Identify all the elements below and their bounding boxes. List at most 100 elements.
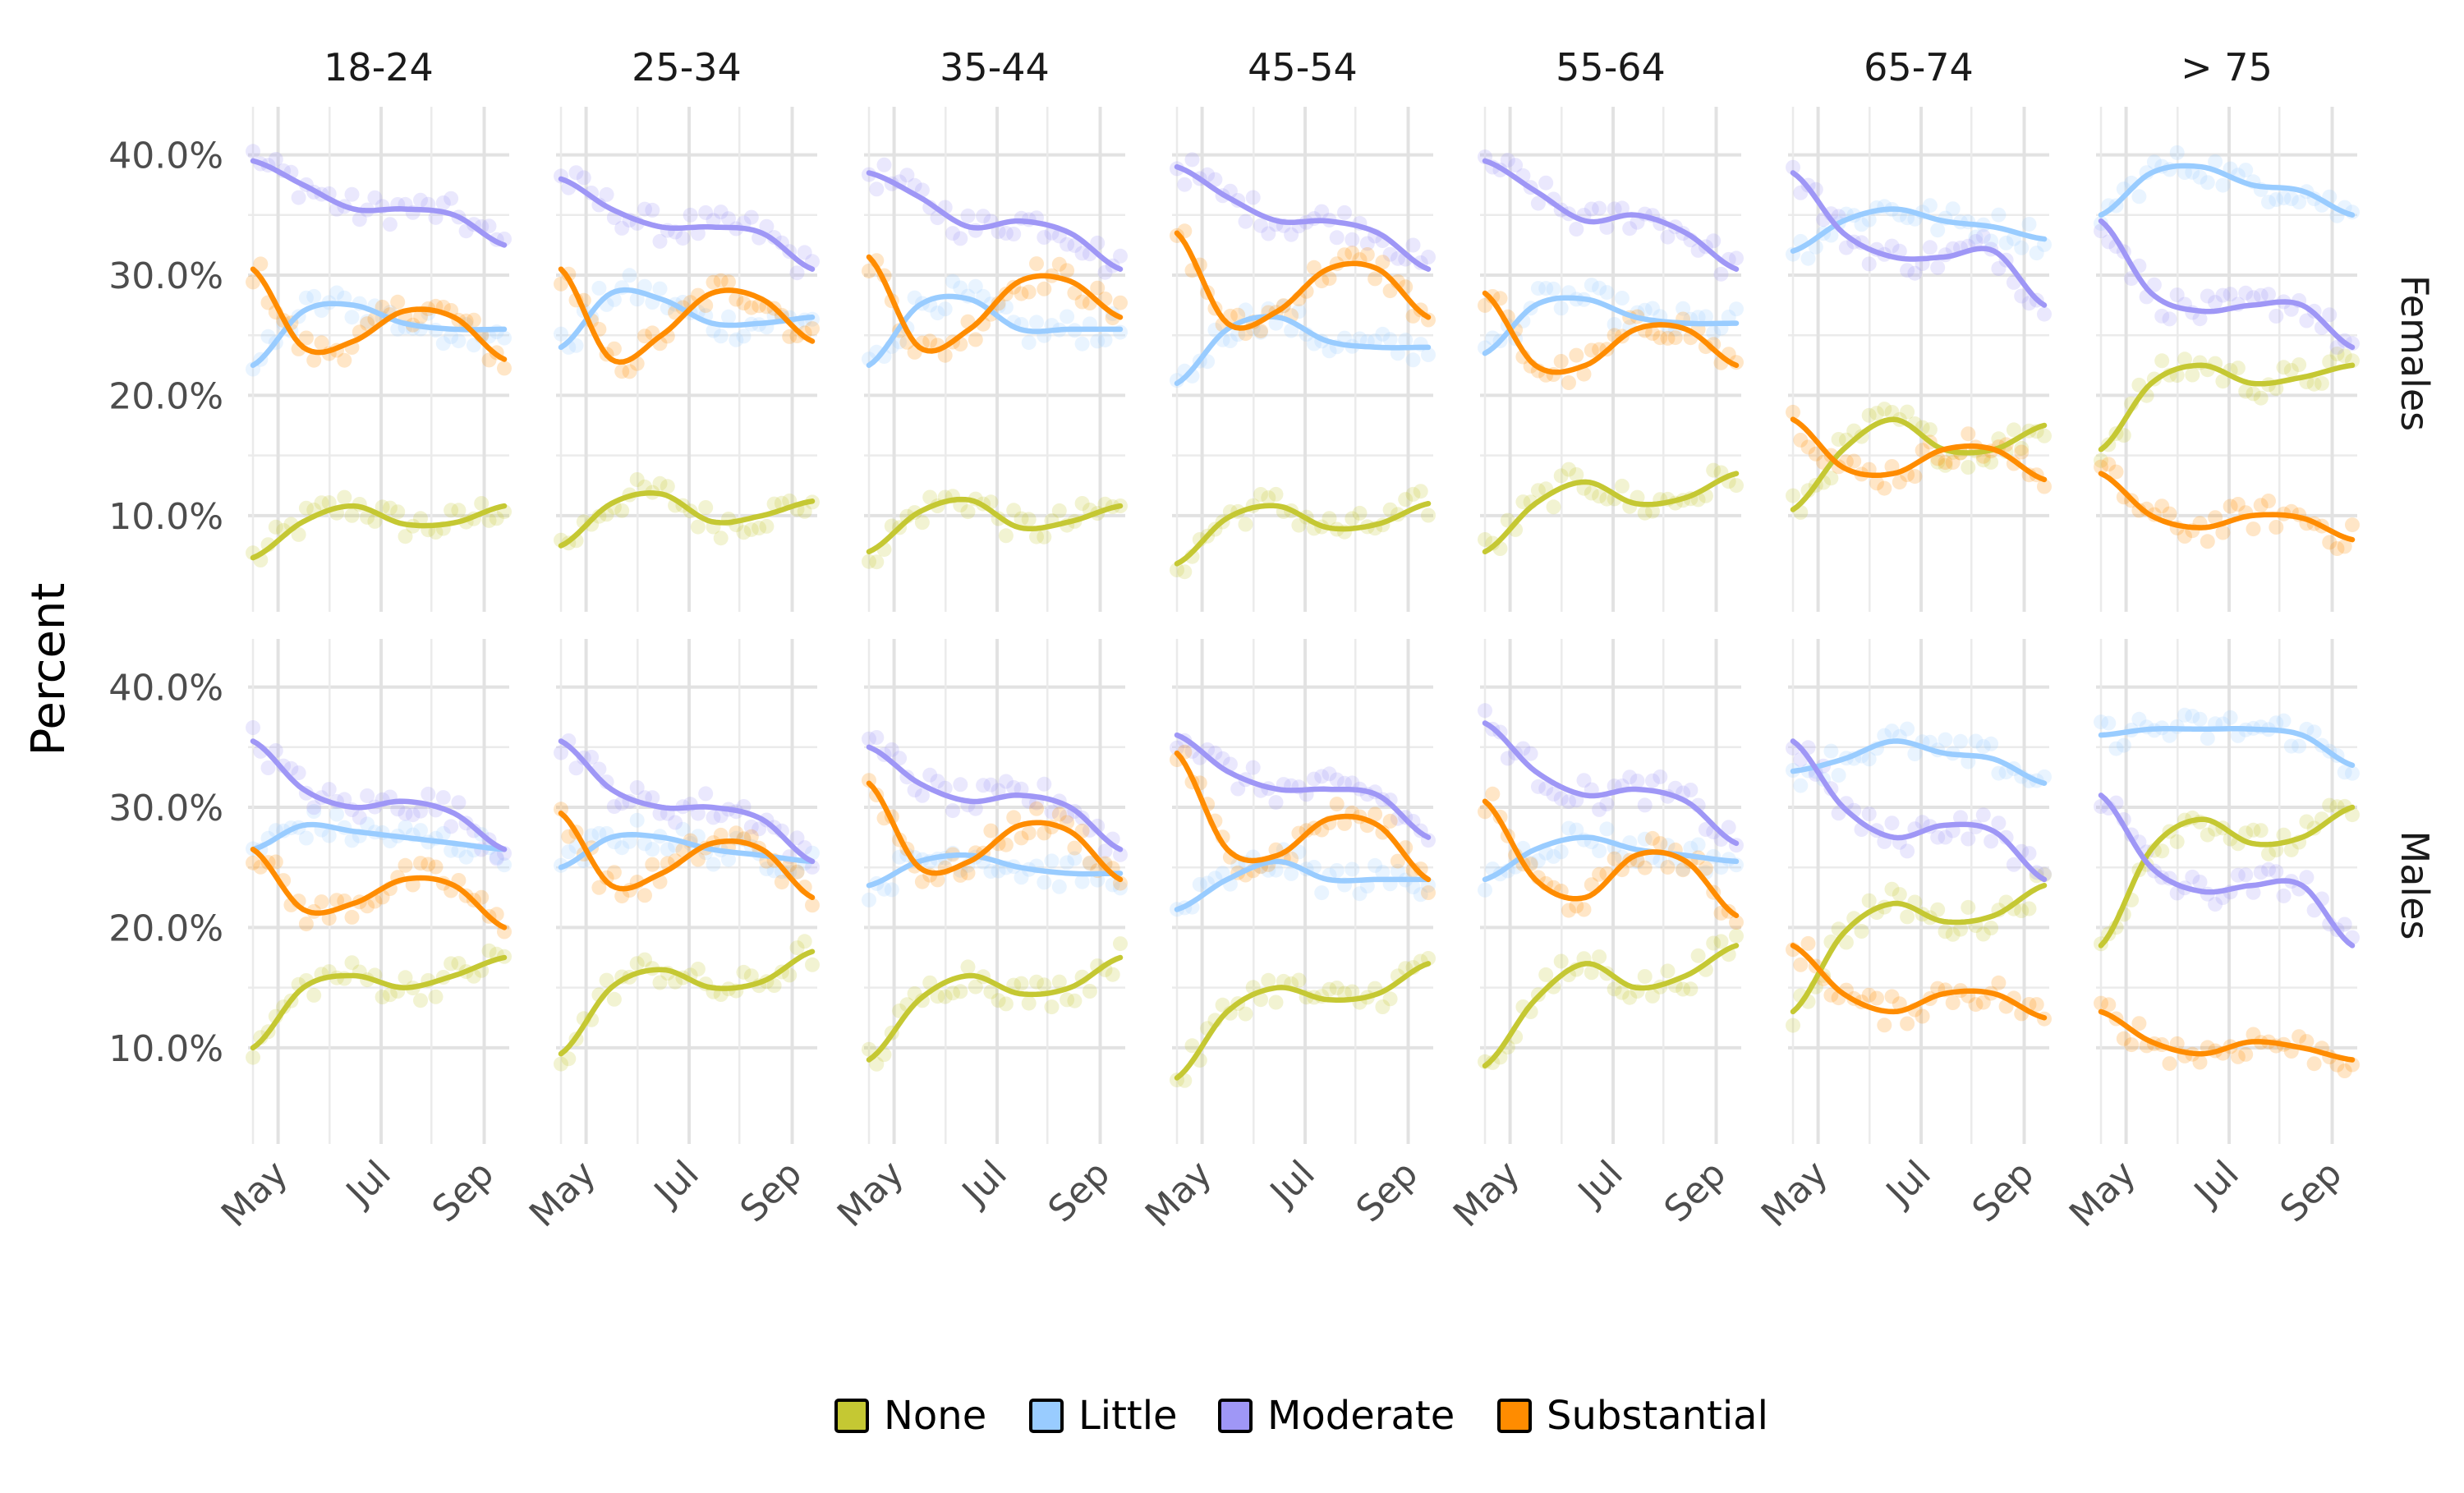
data-point-moderate <box>2261 861 2276 877</box>
data-point-substantial <box>1553 354 1569 369</box>
data-point-none <box>291 526 306 542</box>
data-point-none <box>298 500 314 516</box>
trend-line-little <box>866 293 1124 369</box>
data-point-substantial <box>1561 903 1576 918</box>
data-point-moderate <box>1786 159 1800 175</box>
trend-line-moderate <box>1790 170 2048 308</box>
data-point-little <box>1922 198 1938 214</box>
data-point-none <box>2006 422 2021 438</box>
data-point-little <box>1530 281 1546 296</box>
data-point-none <box>1838 935 1854 950</box>
data-point-little <box>1082 856 1097 871</box>
data-point-substantial <box>337 352 352 368</box>
data-point-little <box>1405 352 1421 368</box>
data-point-moderate <box>1838 240 1854 255</box>
data-point-moderate <box>1500 153 1515 168</box>
data-point-little <box>1291 844 1307 860</box>
data-point-little <box>1984 233 1999 249</box>
data-point-substantial <box>1584 342 1599 358</box>
data-point-none <box>960 959 976 975</box>
data-point-substantial <box>983 823 999 838</box>
data-point-little <box>2177 165 2192 180</box>
panel-females-2 <box>862 107 1128 612</box>
data-point-moderate <box>1975 807 1991 823</box>
data-point-none <box>2337 348 2352 364</box>
data-point-little <box>344 310 360 325</box>
data-point-little <box>1683 840 1699 856</box>
data-point-none <box>314 495 329 511</box>
data-point-none <box>398 529 413 544</box>
data-point-substantial <box>298 916 314 932</box>
data-point-little <box>1831 768 1846 783</box>
data-point-none <box>344 955 360 971</box>
data-point-moderate <box>344 186 360 202</box>
panel-males-3 <box>1170 639 1436 1144</box>
data-point-little <box>1637 302 1653 318</box>
data-point-none <box>444 956 459 972</box>
trend-line-little <box>1482 834 1740 883</box>
data-point-substantial <box>2337 539 2352 554</box>
data-point-little <box>435 825 451 841</box>
data-point-none <box>1592 489 1607 504</box>
data-point-little <box>1322 343 1337 359</box>
data-point-none <box>937 989 953 1004</box>
data-point-none <box>1405 486 1421 502</box>
data-point-substantial <box>1569 898 1584 914</box>
data-point-little <box>1861 212 1877 227</box>
data-point-little <box>2108 741 2124 756</box>
panel-females-4 <box>1478 107 1744 612</box>
data-point-substantial <box>1478 297 1492 313</box>
data-point-little <box>713 328 729 344</box>
data-point-little <box>1382 332 1398 347</box>
data-point-moderate <box>1630 774 1645 788</box>
data-point-moderate <box>1184 152 1200 168</box>
data-point-little <box>1800 250 1816 266</box>
data-point-substantial <box>1306 260 1322 275</box>
data-point-substantial <box>413 856 428 871</box>
data-point-substantial <box>2037 479 2052 494</box>
data-point-little <box>306 804 322 819</box>
data-point-none <box>1991 431 2007 447</box>
data-point-little <box>1044 853 1060 869</box>
data-point-substantial <box>497 361 512 376</box>
data-point-substantial <box>2014 444 2030 460</box>
data-point-moderate <box>451 795 467 811</box>
data-point-none <box>268 519 283 535</box>
data-point-substantial <box>329 893 344 908</box>
data-point-little <box>2292 195 2307 210</box>
data-point-little <box>1653 853 1668 868</box>
data-point-substantial <box>428 859 444 875</box>
data-point-none <box>1014 511 1029 526</box>
data-point-moderate <box>481 218 497 234</box>
data-point-moderate <box>1968 234 1984 249</box>
data-point-substantial <box>1368 806 1383 822</box>
trend-line-moderate <box>1174 163 1432 272</box>
data-point-little <box>706 857 721 872</box>
data-point-substantial <box>253 256 269 272</box>
data-point-substantial <box>1667 330 1683 346</box>
data-point-little <box>629 292 645 307</box>
data-point-substantial <box>1037 281 1052 296</box>
data-point-little <box>1968 733 1984 749</box>
data-point-moderate <box>1314 204 1330 219</box>
data-point-moderate <box>458 223 474 239</box>
data-point-none <box>375 499 390 515</box>
data-point-moderate <box>876 157 892 172</box>
data-point-moderate <box>2037 306 2052 322</box>
data-point-little <box>1793 778 1809 793</box>
data-point-moderate <box>1390 250 1405 266</box>
data-point-none <box>1337 985 1352 1001</box>
data-point-substantial <box>1907 469 1923 485</box>
data-point-moderate <box>2329 339 2345 355</box>
data-point-little <box>907 290 922 305</box>
data-point-substantial <box>2230 497 2246 512</box>
trend-line-little <box>1482 295 1740 356</box>
data-point-moderate <box>291 765 306 781</box>
data-point-moderate <box>1345 775 1360 791</box>
trend-line-substantial <box>1174 750 1432 883</box>
data-point-little <box>390 321 406 337</box>
data-point-little <box>1113 880 1128 896</box>
data-point-none <box>1029 974 1044 990</box>
data-point-substantial <box>2162 1056 2177 1072</box>
data-point-substantial <box>2345 517 2360 533</box>
